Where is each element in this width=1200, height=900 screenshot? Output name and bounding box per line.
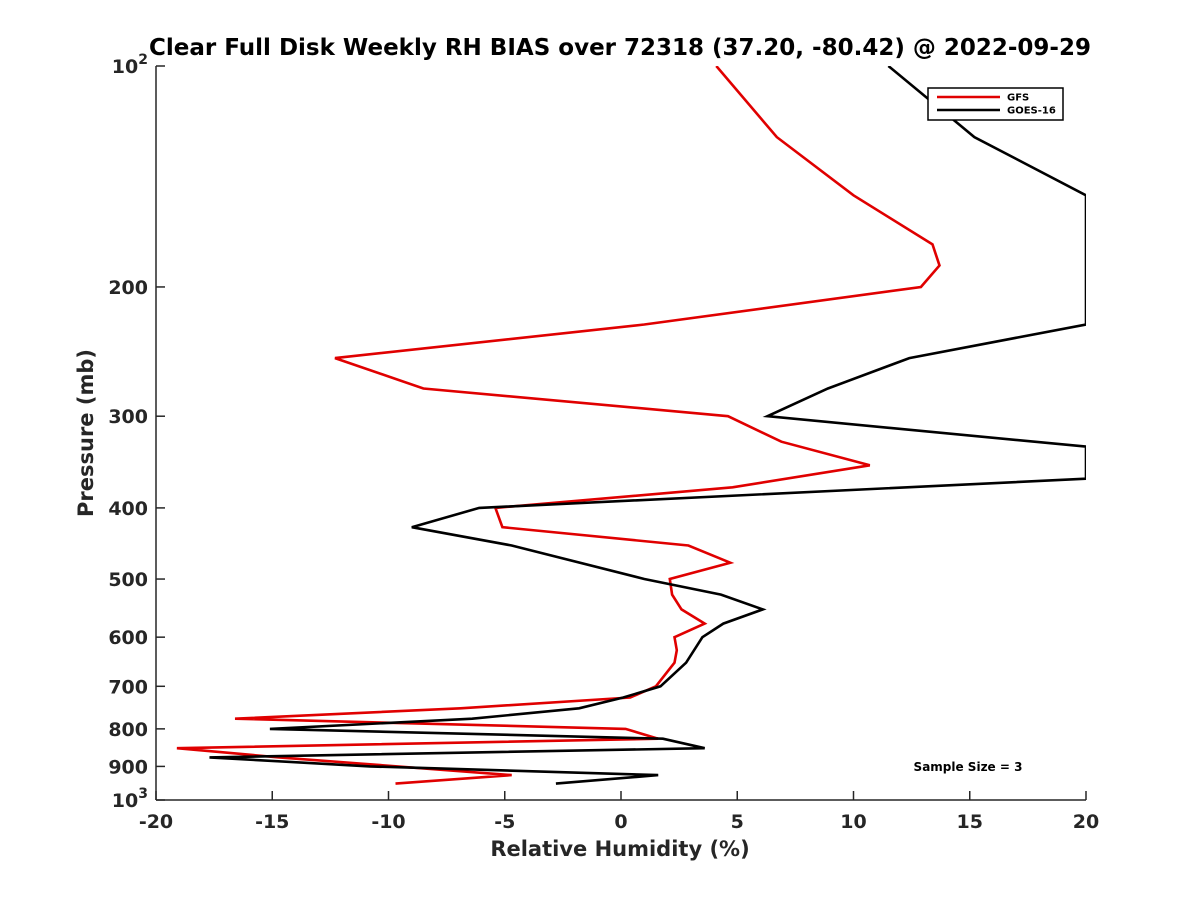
x-tick-label: -10: [371, 811, 405, 833]
x-tick-label: 10: [840, 811, 866, 833]
x-tick-label: -20: [139, 811, 173, 833]
plot-area: [176, 66, 1086, 785]
series-line-goes-16: [209, 66, 1086, 785]
axes: -20 -15 -10 -5 0 5 10 15 20 102 200 300 400 500 600 700…: [108, 52, 1099, 833]
legend-label: GFS: [1007, 93, 1029, 104]
legend-box: [927, 87, 1064, 121]
y-tick-label: 700: [108, 676, 148, 698]
y-axis-label: Pressure (mb): [74, 349, 98, 517]
series-line-gfs: [176, 66, 941, 785]
x-tick-label: -15: [255, 811, 289, 833]
y-tick-label: 600: [108, 627, 148, 649]
legend-label: GOES-16: [1007, 106, 1056, 117]
y-tick-label: 300: [108, 406, 148, 428]
x-tick-label: 15: [957, 811, 983, 833]
y-tick-label: 500: [108, 569, 148, 591]
y-tick-label: 103: [112, 786, 148, 812]
y-tick-label: 200: [108, 277, 148, 299]
x-tick-label: -5: [494, 811, 515, 833]
x-tick-label: 20: [1073, 811, 1099, 833]
x-tick-label: 0: [614, 811, 627, 833]
y-tick-label: 102: [112, 52, 148, 78]
chart-title: Clear Full Disk Weekly RH BIAS over 7231…: [149, 35, 1091, 61]
x-axis-label: Relative Humidity (%): [490, 837, 749, 861]
legend: GFS GOES-16: [927, 87, 1064, 121]
y-tick-label: 800: [108, 719, 148, 741]
sample-size-annotation: Sample Size = 3: [914, 760, 1023, 774]
y-tick-label: 900: [108, 756, 148, 778]
y-tick-label: 400: [108, 498, 148, 520]
x-tick-label: 5: [731, 811, 744, 833]
